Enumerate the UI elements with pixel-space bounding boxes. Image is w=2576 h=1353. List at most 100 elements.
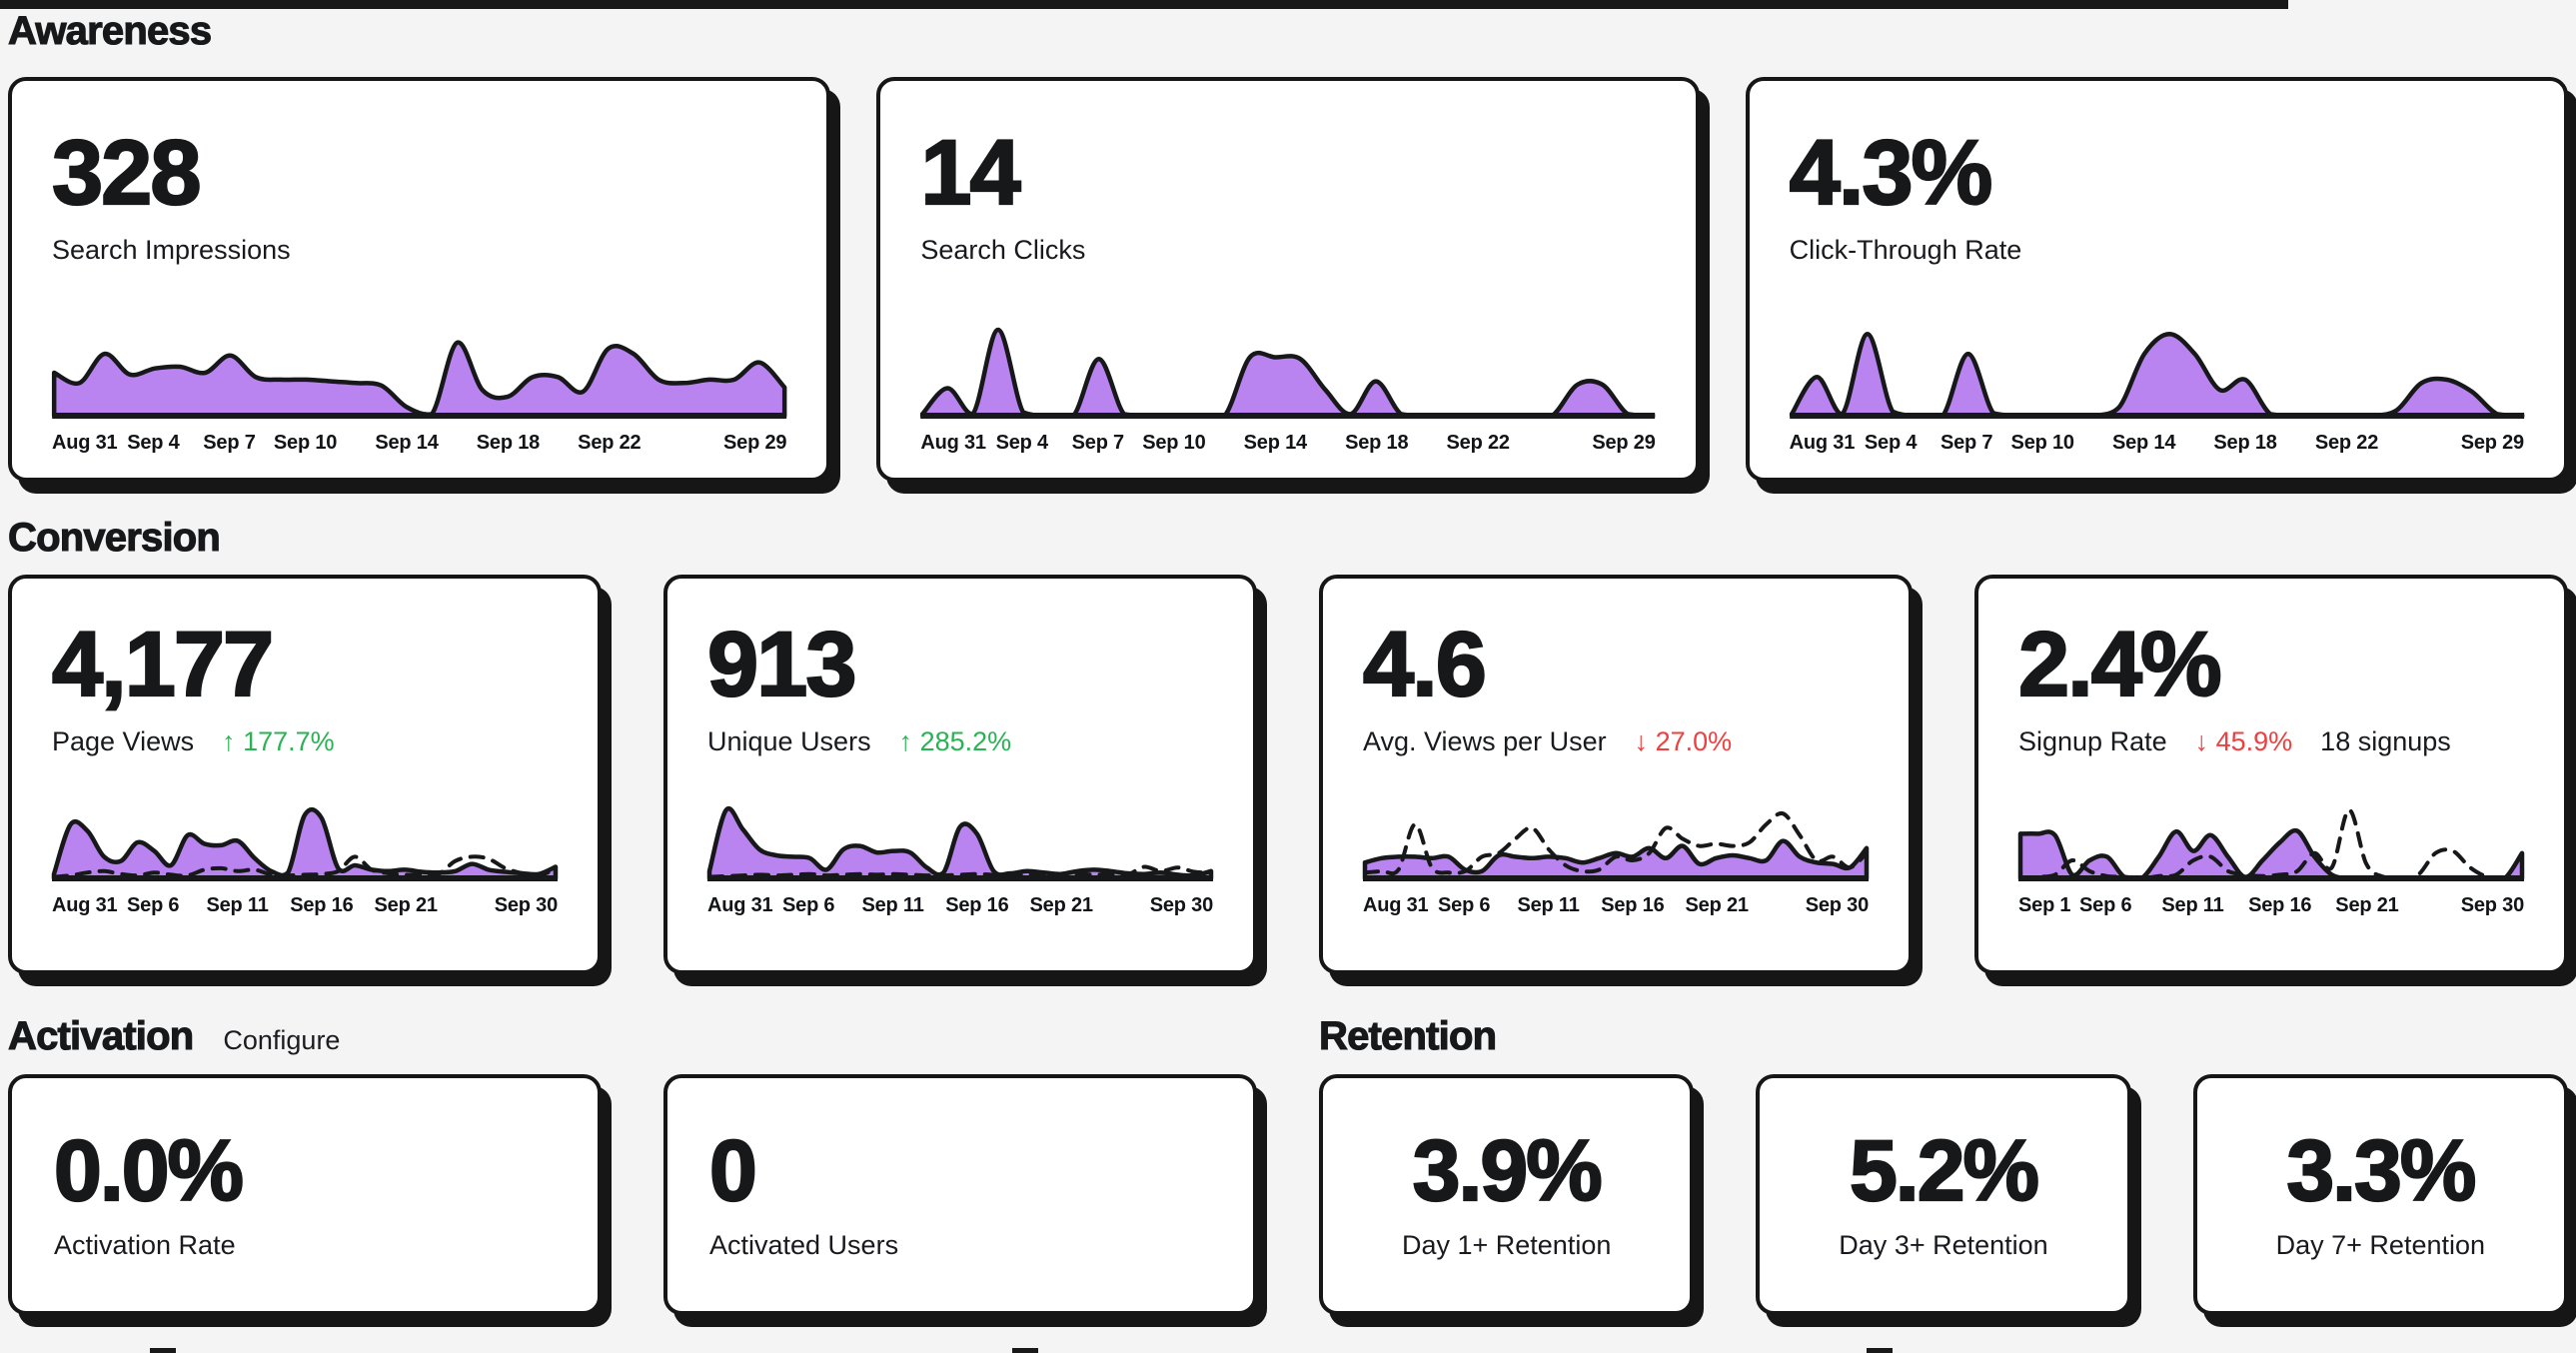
sparkline	[51, 800, 559, 882]
metric-card-search-impressions[interactable]: 328 Search Impressions Aug 31 Sep 4 Sep 7 S…	[8, 77, 831, 482]
sparkline-chart	[1362, 810, 1870, 881]
sparkline	[2017, 800, 2525, 882]
axis-tick-label: Sep 29	[1592, 432, 1656, 454]
metric-card-unique-users[interactable]: 913 Unique Users ↑ 285.2% Aug 31 Sep 6 Sep…	[663, 575, 1257, 974]
axis-tick-label: Sep 6	[782, 894, 835, 916]
axis-tick-label: Sep 10	[273, 432, 338, 454]
x-axis-labels: Sep 1 Sep 6 Sep 11 Sep 16 Sep 21 Sep 30	[2018, 894, 2524, 922]
axis-tick-label: Sep 11	[2161, 894, 2224, 916]
metrics-dashboard: Awareness 328 Search Impressions Aug 31 S…	[7, 9, 2568, 1315]
axis-tick-label: Sep 16	[945, 894, 1009, 916]
metric-card-day1-retention[interactable]: 3.9% Day 1+ Retention	[1319, 1074, 1695, 1315]
axis-tick-label: Sep 14	[375, 432, 439, 454]
section-retention: Retention 3.9% Day 1+ Retention 5.2% Day…	[1318, 1014, 2568, 1315]
metric-label: Page Views	[52, 726, 195, 756]
metric-label: Day 1+ Retention	[1401, 1230, 1612, 1260]
metric-card-click-through-rate[interactable]: 4.3% Click-Through Rate Aug 31 Sep 4 Sep 7…	[1745, 77, 2568, 482]
sparkline-chart	[51, 806, 559, 881]
axis-tick-label: Sep 21	[1029, 894, 1093, 916]
delta-badge: ↓ 45.9%	[2194, 726, 2293, 756]
metric-card-day7-retention[interactable]: 3.3% Day 7+ Retention	[2192, 1074, 2568, 1315]
sparkline	[920, 324, 1656, 420]
axis-tick-label: Sep 16	[1601, 894, 1665, 916]
signups-count: 18 signups	[2320, 726, 2451, 756]
sparkline-chart	[920, 327, 1656, 419]
axis-tick-label: Sep 21	[1685, 894, 1749, 916]
next-row-card-top	[150, 1348, 176, 1353]
axis-tick-label: Sep 21	[2335, 894, 2399, 916]
axis-tick-label: Sep 30	[494, 894, 558, 916]
next-row-card-top	[1867, 1348, 1893, 1353]
x-axis-labels: Aug 31 Sep 4 Sep 7 Sep 10 Sep 14 Sep 18 Sep 22…	[1789, 432, 2525, 460]
metric-value: 5.2%	[1849, 1123, 2040, 1219]
delta-badge: ↑ 177.7%	[222, 726, 335, 756]
axis-tick-label: Sep 21	[374, 894, 438, 916]
axis-tick-label: Aug 31	[920, 432, 986, 454]
sparkline	[51, 324, 787, 420]
axis-tick-label: Sep 16	[290, 894, 354, 916]
metric-card-day3-retention[interactable]: 5.2% Day 3+ Retention	[1756, 1074, 2131, 1315]
axis-tick-label: Sep 10	[2010, 432, 2074, 454]
metric-card-avg-views-per-user[interactable]: 4.6 Avg. Views per User ↓ 27.0% Aug 31 Se…	[1319, 575, 1913, 974]
metric-value: 14	[919, 122, 1022, 224]
sparkline-chart	[51, 340, 787, 419]
x-axis-labels: Aug 31 Sep 6 Sep 11 Sep 16 Sep 21 Sep 30	[52, 894, 558, 922]
axis-tick-label: Sep 30	[1149, 894, 1213, 916]
section-title-awareness: Awareness	[7, 9, 212, 53]
axis-tick-label: Sep 11	[861, 894, 924, 916]
axis-tick-label: Sep 16	[2248, 894, 2312, 916]
axis-tick-label: Sep 30	[1805, 894, 1869, 916]
axis-tick-label: Sep 1	[2018, 894, 2071, 916]
axis-tick-label: Aug 31	[707, 894, 773, 916]
axis-tick-label: Sep 11	[206, 894, 269, 916]
metric-label: Day 7+ Retention	[2275, 1230, 2486, 1260]
metric-card-activated-users[interactable]: 0 Activated Users	[663, 1074, 1257, 1315]
axis-tick-label: Sep 29	[2460, 432, 2524, 454]
metric-value: 3.3%	[2285, 1123, 2477, 1219]
metric-label: Activated Users	[709, 1230, 899, 1260]
sparkline-chart	[706, 805, 1214, 881]
configure-link[interactable]: Configure	[223, 1025, 341, 1055]
metric-value: 4.3%	[1789, 122, 1994, 224]
delta-badge: ↓ 27.0%	[1634, 726, 1733, 756]
metric-value: 0	[708, 1123, 758, 1219]
x-axis-labels: Aug 31 Sep 6 Sep 11 Sep 16 Sep 21 Sep 30	[1363, 894, 1869, 922]
axis-tick-label: Aug 31	[1789, 432, 1856, 454]
metric-card-page-views[interactable]: 4,177 Page Views ↑ 177.7% Aug 31 Sep 6 Sep…	[8, 575, 602, 974]
axis-tick-label: Sep 11	[1517, 894, 1580, 916]
axis-tick-label: Sep 18	[2213, 432, 2277, 454]
section-title-retention: Retention	[1318, 1014, 1497, 1058]
metric-label: Click-Through Rate	[1789, 235, 2022, 265]
axis-tick-label: Sep 14	[1243, 432, 1307, 454]
metric-value: 3.9%	[1412, 1123, 1604, 1219]
axis-tick-label: Sep 7	[1071, 432, 1125, 454]
axis-tick-label: Sep 4	[1864, 432, 1918, 454]
metric-card-search-clicks[interactable]: 14 Search Clicks Aug 31 Sep 4 Sep 7 Sep 10 S…	[876, 77, 1700, 482]
metric-value: 0.0%	[53, 1123, 245, 1219]
section-title-conversion: Conversion	[7, 516, 221, 560]
x-axis-labels: Aug 31 Sep 4 Sep 7 Sep 10 Sep 14 Sep 18 Sep 22…	[52, 432, 787, 460]
section-awareness: Awareness 328 Search Impressions Aug 31 S…	[7, 9, 2568, 482]
axis-tick-label: Sep 7	[1939, 432, 1993, 454]
metric-card-signup-rate[interactable]: 2.4% Signup Rate ↓ 45.9% 18 signups Sep …	[1974, 575, 2568, 974]
metric-card-activation-rate[interactable]: 0.0% Activation Rate	[8, 1074, 602, 1315]
metric-label: Signup Rate	[2018, 726, 2167, 756]
section-activation: Activation Configure 0.0% Activation Rat…	[7, 1015, 1257, 1315]
sparkline-chart	[2017, 807, 2525, 881]
axis-tick-label: Aug 31	[52, 432, 118, 454]
axis-tick-label: Sep 29	[723, 432, 787, 454]
metric-value: 328	[51, 122, 203, 224]
axis-tick-label: Sep 4	[127, 432, 180, 454]
x-axis-labels: Aug 31 Sep 6 Sep 11 Sep 16 Sep 21 Sep 30	[707, 894, 1213, 922]
sparkline	[1789, 324, 2525, 420]
axis-tick-label: Aug 31	[52, 894, 118, 916]
axis-tick-label: Sep 7	[203, 432, 256, 454]
axis-tick-label: Aug 31	[1363, 894, 1429, 916]
metric-value: 2.4%	[2017, 614, 2223, 715]
metric-value: 4.6	[1362, 614, 1488, 715]
x-axis-labels: Aug 31 Sep 4 Sep 7 Sep 10 Sep 14 Sep 18 Sep 22…	[920, 432, 1656, 460]
axis-tick-label: Sep 22	[2314, 432, 2379, 454]
axis-tick-label: Sep 18	[476, 432, 541, 454]
axis-tick-label: Sep 30	[2460, 894, 2524, 916]
sparkline	[706, 800, 1214, 882]
